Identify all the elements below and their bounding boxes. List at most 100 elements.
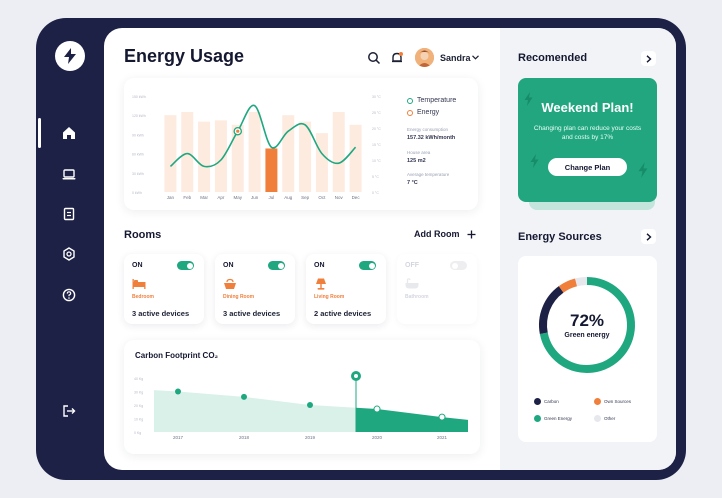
user-name[interactable]: Sandra bbox=[440, 53, 471, 63]
energy-bar bbox=[181, 112, 194, 192]
room-card-bathroom[interactable]: OFF Bathroom bbox=[397, 254, 477, 324]
rooms-title: Rooms bbox=[124, 229, 162, 241]
carbon-point bbox=[241, 393, 247, 400]
carbon-y-tick: 0 Kg bbox=[134, 431, 141, 435]
room-devices: 2 active devices bbox=[314, 309, 372, 318]
x-tick-label: May bbox=[233, 195, 242, 200]
energy-sources-next-button[interactable] bbox=[641, 229, 656, 244]
legend-own-sources-label: Own Sources bbox=[604, 399, 632, 404]
x-tick-label: Sep bbox=[301, 195, 310, 200]
x-tick-label: Jan bbox=[167, 195, 175, 200]
legend-energy-label: Energy bbox=[417, 109, 440, 116]
carbon-year-label: 2019 bbox=[305, 435, 316, 440]
dining-icon bbox=[224, 278, 236, 289]
room-status: OFF bbox=[405, 262, 419, 269]
lightning-icon bbox=[524, 92, 533, 106]
carbon-y-tick: 40 Kg bbox=[134, 377, 143, 381]
legend-other-marker bbox=[594, 415, 601, 422]
room-card-dining[interactable]: ON Dining Room 3 active devices bbox=[215, 254, 295, 324]
room-name: Bedroom bbox=[132, 294, 154, 300]
legend-temperature-marker bbox=[407, 97, 413, 104]
carbon-year-label: 2020 bbox=[372, 435, 383, 440]
recommended-next-button[interactable] bbox=[641, 51, 656, 66]
legend-temperature: Temperature bbox=[407, 97, 456, 104]
y-right-tick: 25 °C bbox=[372, 111, 381, 115]
energy-bar bbox=[231, 124, 244, 192]
avatar-portrait bbox=[415, 48, 434, 67]
stat-area-label: House area bbox=[407, 150, 431, 155]
y-left-tick: 120 kWh bbox=[132, 114, 146, 118]
energy-sources-title: Energy Sources bbox=[518, 231, 602, 243]
legend-energy: Energy bbox=[407, 109, 439, 116]
room-card-bedroom[interactable]: ON Bedroom 3 active devices bbox=[124, 254, 204, 324]
legend-green-energy-marker bbox=[534, 415, 541, 422]
carbon-year-label: 2017 bbox=[173, 435, 184, 440]
x-tick-label: Jun bbox=[251, 195, 259, 200]
donut-slice bbox=[539, 286, 564, 334]
sidebar-item-help[interactable] bbox=[60, 286, 78, 304]
laptop-icon bbox=[62, 169, 76, 180]
y-left-tick: 90 kWh bbox=[132, 133, 144, 137]
y-right-tick: 5 °C bbox=[372, 175, 379, 179]
carbon-area-past bbox=[154, 390, 356, 432]
energy-bar bbox=[164, 115, 177, 192]
donut-caption: Green energy bbox=[564, 332, 610, 339]
sidebar-item-home[interactable] bbox=[60, 124, 78, 142]
sidebar-item-settings[interactable] bbox=[60, 245, 78, 263]
sidebar-item-reports[interactable] bbox=[60, 205, 78, 223]
app-logo[interactable] bbox=[55, 41, 85, 71]
bed-icon bbox=[132, 279, 146, 289]
lamp-icon bbox=[316, 278, 326, 290]
stat-temperature-value: 7 °C bbox=[407, 180, 418, 186]
room-card-living[interactable]: ON Living Room 2 active devices bbox=[306, 254, 386, 324]
search-icon[interactable] bbox=[367, 51, 381, 65]
legend-green-energy: Green Energy bbox=[534, 415, 572, 422]
chevron-right-icon bbox=[646, 54, 652, 63]
stat-consumption-value: 157.32 kWh/month bbox=[407, 135, 456, 141]
energy-bar bbox=[198, 121, 211, 192]
room-status: ON bbox=[223, 262, 234, 269]
legend-own-sources: Own Sources bbox=[594, 398, 631, 405]
room-toggle[interactable] bbox=[268, 261, 285, 270]
temperature-point-center bbox=[236, 129, 240, 133]
logout-icon bbox=[63, 405, 76, 417]
room-name: Bathroom bbox=[405, 294, 429, 300]
lightning-icon bbox=[638, 162, 648, 178]
room-name: Dining Room bbox=[223, 294, 255, 300]
change-plan-button[interactable]: Change Plan bbox=[548, 158, 627, 176]
chevron-down-icon[interactable] bbox=[472, 55, 479, 60]
room-toggle[interactable] bbox=[177, 261, 194, 270]
plus-icon[interactable] bbox=[467, 230, 476, 239]
y-right-tick: 20 °C bbox=[372, 127, 381, 131]
y-left-tick: 0 kWh bbox=[132, 191, 142, 195]
energy-bar bbox=[265, 148, 278, 192]
x-tick-label: Aug bbox=[284, 195, 293, 200]
stat-area-value: 125 m2 bbox=[407, 158, 426, 164]
energy-bar bbox=[248, 112, 261, 192]
room-toggle[interactable] bbox=[450, 261, 467, 270]
legend-other-label: Other bbox=[604, 416, 616, 421]
room-toggle[interactable] bbox=[359, 261, 376, 270]
y-left-tick: 60 kWh bbox=[132, 153, 144, 157]
bell-icon[interactable] bbox=[390, 51, 404, 65]
carbon-year-label: 2018 bbox=[239, 435, 250, 440]
carbon-marker-pin-center bbox=[354, 374, 358, 378]
energy-bar bbox=[332, 112, 345, 192]
legend-energy-marker bbox=[407, 109, 413, 116]
legend-carbon: Carbon bbox=[534, 398, 559, 405]
donut-slice bbox=[539, 277, 635, 373]
add-room-button[interactable]: Add Room bbox=[414, 229, 460, 239]
y-right-tick: 30 °C bbox=[372, 95, 381, 99]
carbon-point bbox=[438, 413, 446, 421]
sidebar-logout[interactable] bbox=[60, 402, 78, 420]
carbon-y-tick: 30 Kg bbox=[134, 391, 143, 395]
room-devices: 3 active devices bbox=[132, 309, 190, 318]
avatar[interactable] bbox=[415, 48, 434, 67]
y-right-tick: 15 °C bbox=[372, 143, 381, 147]
y-left-tick: 30 kWh bbox=[132, 172, 144, 176]
bathtub-icon bbox=[405, 278, 419, 289]
carbon-area-future bbox=[356, 407, 468, 432]
sidebar-item-devices[interactable] bbox=[60, 165, 78, 183]
energy-bar bbox=[214, 120, 227, 192]
promo-card: Weekend Plan! Changing plan can reduce y… bbox=[518, 78, 657, 202]
